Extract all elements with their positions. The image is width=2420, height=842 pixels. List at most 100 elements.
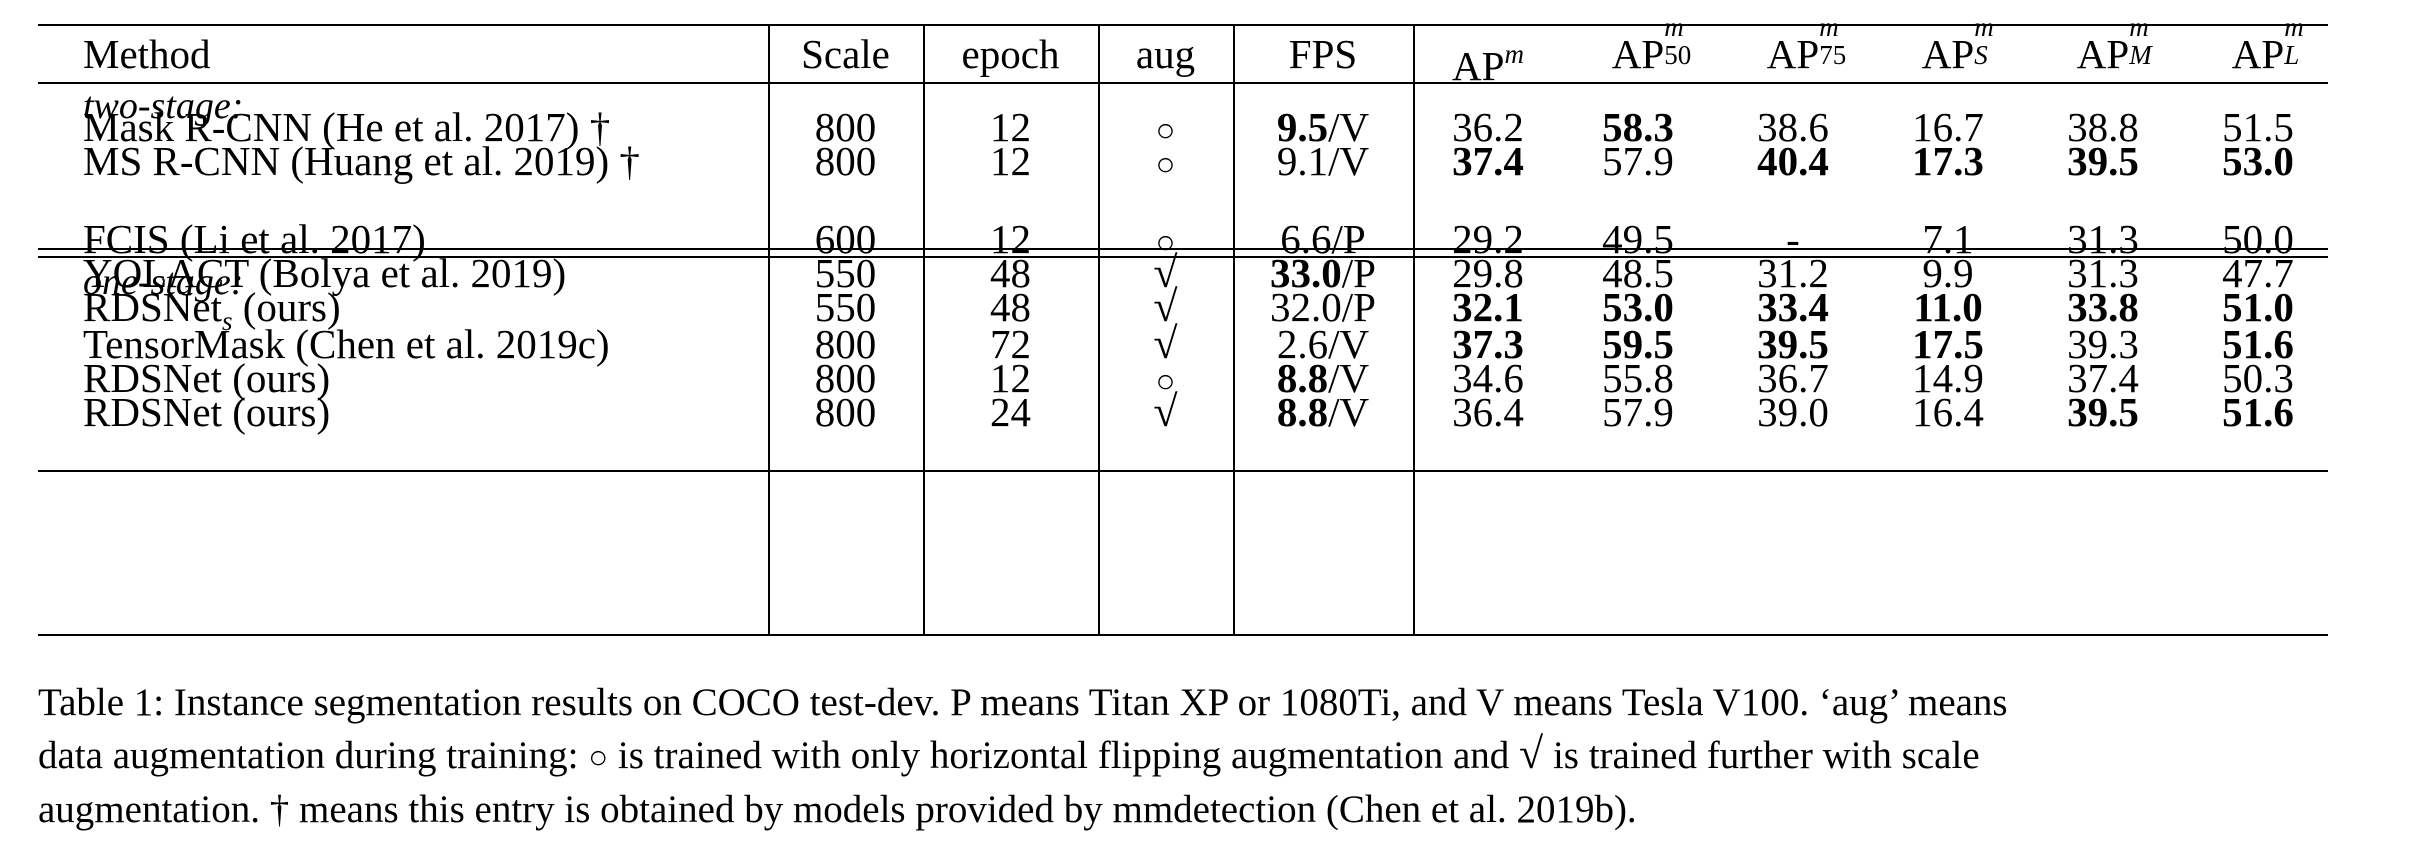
cell-aug: √ xyxy=(1153,282,1178,331)
cell-aps: 17.3 xyxy=(1912,138,1984,184)
cell-ap: 37.3 xyxy=(1452,321,1524,367)
cell-aps: 7.1 xyxy=(1922,216,1974,262)
cell-aps: 16.4 xyxy=(1912,389,1984,435)
cell-epoch: 12 xyxy=(990,138,1031,184)
cell-fps: 8.8/V xyxy=(1276,389,1370,435)
cell-aug: ○ xyxy=(1155,147,1176,183)
cell-scale: 800 xyxy=(814,389,877,435)
cell-ap75: 39.0 xyxy=(1757,389,1829,435)
cell-ap50: 55.8 xyxy=(1602,355,1674,401)
cell-ap: 29.8 xyxy=(1452,250,1524,296)
cell-apl: 51.0 xyxy=(2222,284,2294,330)
cell-method: Mask R-CNN (He et al. 2017) † xyxy=(83,104,611,150)
cell-apm: 37.4 xyxy=(2067,355,2139,401)
cell-apm: 33.8 xyxy=(2067,284,2139,330)
cell-aps: 14.9 xyxy=(1912,355,1984,401)
cell-aug: √ xyxy=(1153,248,1178,297)
cell-aug: √ xyxy=(1153,387,1178,436)
header-method: Method xyxy=(83,31,211,77)
top-rule xyxy=(38,24,2328,26)
cell-ap: 29.2 xyxy=(1452,216,1524,262)
cell-ap75: 38.6 xyxy=(1757,104,1829,150)
cell-apl: 51.6 xyxy=(2222,389,2294,435)
cell-ap75: 39.5 xyxy=(1757,321,1829,367)
cell-ap50: 48.5 xyxy=(1602,250,1674,296)
ap75-sub: 75 xyxy=(1819,40,1847,70)
header-scale: Scale xyxy=(801,31,890,77)
cell-scale: 550 xyxy=(814,250,877,296)
cell-method: TensorMask (Chen et al. 2019c) xyxy=(83,321,610,367)
cell-apm: 39.3 xyxy=(2067,321,2139,367)
cell-apl: 50.0 xyxy=(2222,216,2294,262)
table-row: Mask R-CNN (He et al. 2017) † 800 12 ○ 9.5/V… xyxy=(38,101,2328,153)
col-divider xyxy=(1098,24,1100,636)
cell-epoch: 12 xyxy=(990,104,1031,150)
cell-method: MS R-CNN (Huang et al. 2019) † xyxy=(83,138,640,184)
cell-fps: 8.8/V xyxy=(1276,355,1370,401)
ap-base: AP xyxy=(1452,43,1505,89)
cell-epoch: 12 xyxy=(990,355,1031,401)
table-row: FCIS (Li et al. 2017) 600 12 ○ 6.6/P 29.2 49.5… xyxy=(38,213,2328,265)
header-aps: AP m S xyxy=(1873,14,2023,80)
header-ap: APm xyxy=(1413,28,1563,89)
cell-aps: 9.9 xyxy=(1922,250,1974,296)
check-symbol: √ xyxy=(1519,729,1544,778)
header-rule xyxy=(38,82,2328,84)
caption-line-2: data augmentation during training: ○ is … xyxy=(38,729,1980,778)
header-fps: FPS xyxy=(1288,31,1358,77)
header-row: Method Scale epoch aug FPS APm AP m 50 AP m… xyxy=(38,14,2328,90)
ap50-base: AP xyxy=(1611,31,1665,77)
col-divider xyxy=(923,24,925,636)
cell-aps: 17.5 xyxy=(1912,321,1984,367)
cell-epoch: 48 xyxy=(990,250,1031,296)
aps-base: AP xyxy=(1921,31,1975,77)
cell-apl: 53.0 xyxy=(2222,138,2294,184)
cell-ap: 34.6 xyxy=(1452,355,1524,401)
cell-aps: 11.0 xyxy=(1913,284,1983,330)
cell-apm: 31.3 xyxy=(2067,216,2139,262)
caption-line-1: Table 1: Instance segmentation results o… xyxy=(38,681,2008,724)
cell-apl: 50.3 xyxy=(2222,355,2294,401)
cell-ap50: 59.5 xyxy=(1602,321,1674,367)
header-ap50: AP m 50 xyxy=(1563,14,1713,80)
cell-method: RDSNets (ours) xyxy=(83,284,341,336)
cell-ap75: 40.4 xyxy=(1757,138,1829,184)
group-label-two-stage: two-stage: xyxy=(83,85,244,127)
apm-sup: m xyxy=(2129,12,2149,42)
cell-ap75: - xyxy=(1786,216,1800,262)
cell-aug: ○ xyxy=(1155,225,1176,261)
cell-ap75: 31.2 xyxy=(1757,250,1829,296)
cell-scale: 800 xyxy=(814,321,877,367)
caption-line-3: augmentation. † means this entry is obta… xyxy=(38,788,1637,831)
cell-apl: 47.7 xyxy=(2222,250,2294,296)
cell-method: RDSNet (ours) xyxy=(83,355,331,401)
cell-ap50: 57.9 xyxy=(1602,138,1674,184)
cell-aps: 16.7 xyxy=(1912,104,1984,150)
ap-sup: m xyxy=(1504,39,1524,69)
cell-ap: 36.2 xyxy=(1452,104,1524,150)
table-caption: Table 1: Instance segmentation results o… xyxy=(38,677,2393,835)
cell-fps: 33.0/P xyxy=(1270,250,1376,296)
ap50-sub: 50 xyxy=(1664,40,1692,70)
header-epoch: epoch xyxy=(961,31,1060,77)
cell-epoch: 72 xyxy=(990,321,1031,367)
cell-fps: 6.6/P xyxy=(1280,216,1366,262)
cell-scale: 600 xyxy=(814,216,877,262)
apl-base: AP xyxy=(2231,31,2285,77)
cell-fps: 32.0/P xyxy=(1270,284,1376,330)
cell-ap: 32.1 xyxy=(1452,284,1524,330)
cell-scale: 800 xyxy=(814,138,877,184)
cell-epoch: 12 xyxy=(990,216,1031,262)
table-row: RDSNets (ours) 550 48 √ 32.0/P 32.1 53.0 33.4 11… xyxy=(38,281,2328,336)
header-aug: aug xyxy=(1135,31,1196,77)
table-row: MS R-CNN (Huang et al. 2019) † 800 12 ○ 9.1/… xyxy=(38,135,2328,187)
apm-base: AP xyxy=(2076,31,2130,77)
col-divider xyxy=(1413,24,1415,636)
table-row: YOLACT (Bolya et al. 2019) 550 48 √ 33.0/P 29… xyxy=(38,247,2328,299)
cell-method: FCIS (Li et al. 2017) xyxy=(83,216,426,262)
cell-apl: 51.6 xyxy=(2222,321,2294,367)
cell-fps: 9.5/V xyxy=(1276,104,1370,150)
double-rule-top xyxy=(38,248,2328,250)
cell-aug: ○ xyxy=(1155,113,1176,149)
section-rule xyxy=(38,470,2328,472)
